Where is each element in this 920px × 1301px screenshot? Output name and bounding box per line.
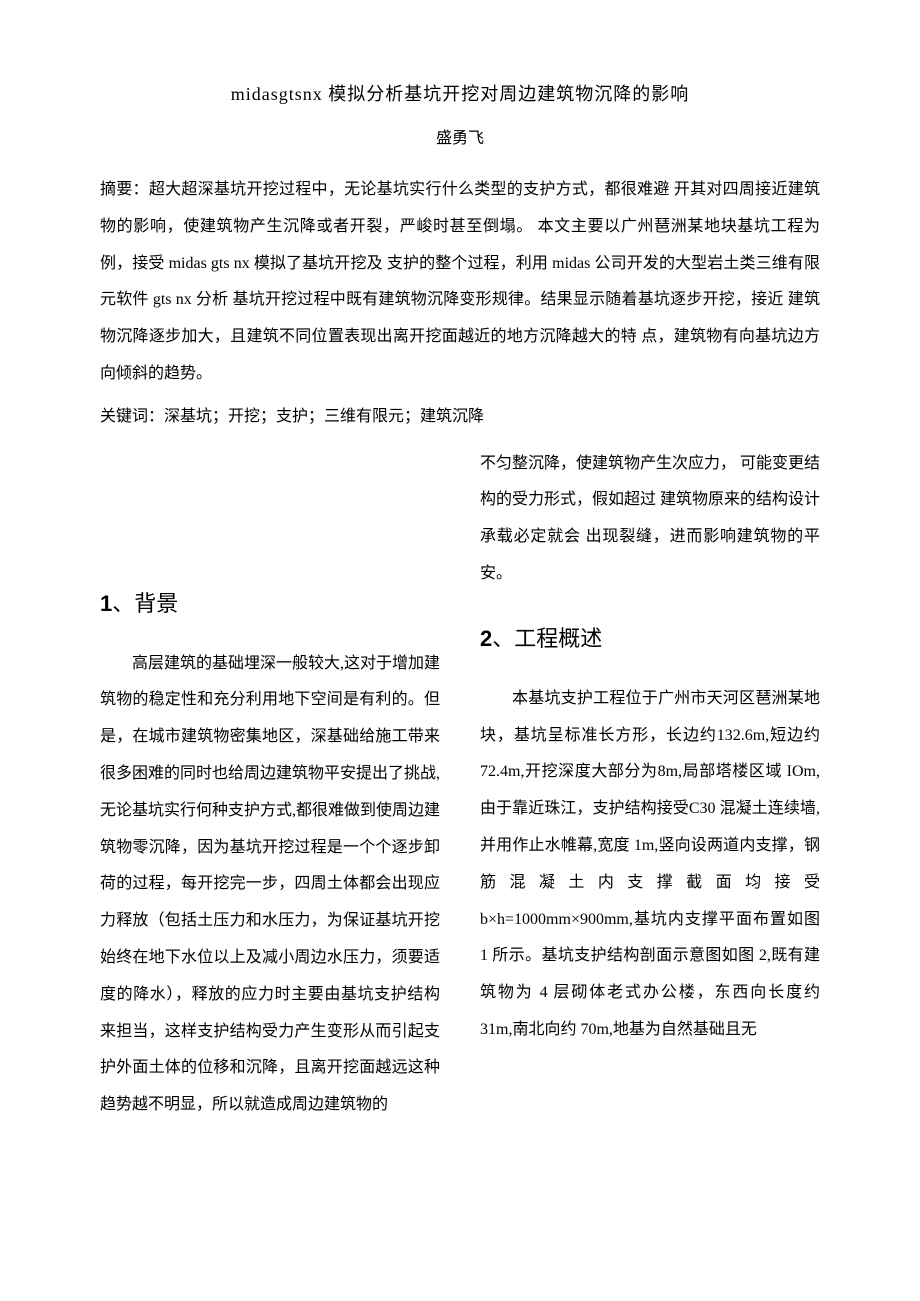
section-1-number: 1 xyxy=(100,591,112,616)
document-author: 盛勇飞 xyxy=(100,124,820,148)
section-1-sep: 、 xyxy=(112,591,134,616)
document-title: midasgtsnx 模拟分析基坑开挖对周边建筑物沉降的影响 xyxy=(100,80,820,106)
right-column: 不匀整沉降，使建筑物产生次应力， 可能变更结构的受力形式，假如超过 建筑物原来的… xyxy=(480,446,820,1124)
document-page: midasgtsnx 模拟分析基坑开挖对周边建筑物沉降的影响 盛勇飞 摘要：超大… xyxy=(0,0,920,1301)
section-1-heading: 1、背景 xyxy=(100,586,440,618)
right-column-continuation: 不匀整沉降，使建筑物产生次应力， 可能变更结构的受力形式，假如超过 建筑物原来的… xyxy=(480,446,820,593)
section-2-body: 本基坑支护工程位于广州市天河区琶洲某地块，基坑呈标准长方形，长边约132.6m,… xyxy=(480,681,820,1049)
left-column: 1、背景 高层建筑的基础埋深一般较大,这对于增加建筑物的稳定性和充分利用地下空间… xyxy=(100,446,440,1124)
keywords-line: 关键词：深基坑；开挖；支护；三维有限元；建筑沉降 xyxy=(100,399,820,436)
section-2-heading: 2、工程概述 xyxy=(480,621,820,653)
section-1-body: 高层建筑的基础埋深一般较大,这对于增加建筑物的稳定性和充分利用地下空间是有利的。… xyxy=(100,646,440,1124)
abstract-paragraph: 摘要：超大超深基坑开挖过程中，无论基坑实行什么类型的支护方式，都很难避 开其对四… xyxy=(100,172,820,393)
section-2-title: 工程概述 xyxy=(514,626,602,651)
section-2-number: 2 xyxy=(480,626,492,651)
section-2-sep: 、 xyxy=(492,626,514,651)
section-1-title: 背景 xyxy=(134,591,178,616)
two-column-layout: 1、背景 高层建筑的基础埋深一般较大,这对于增加建筑物的稳定性和充分利用地下空间… xyxy=(100,446,820,1124)
